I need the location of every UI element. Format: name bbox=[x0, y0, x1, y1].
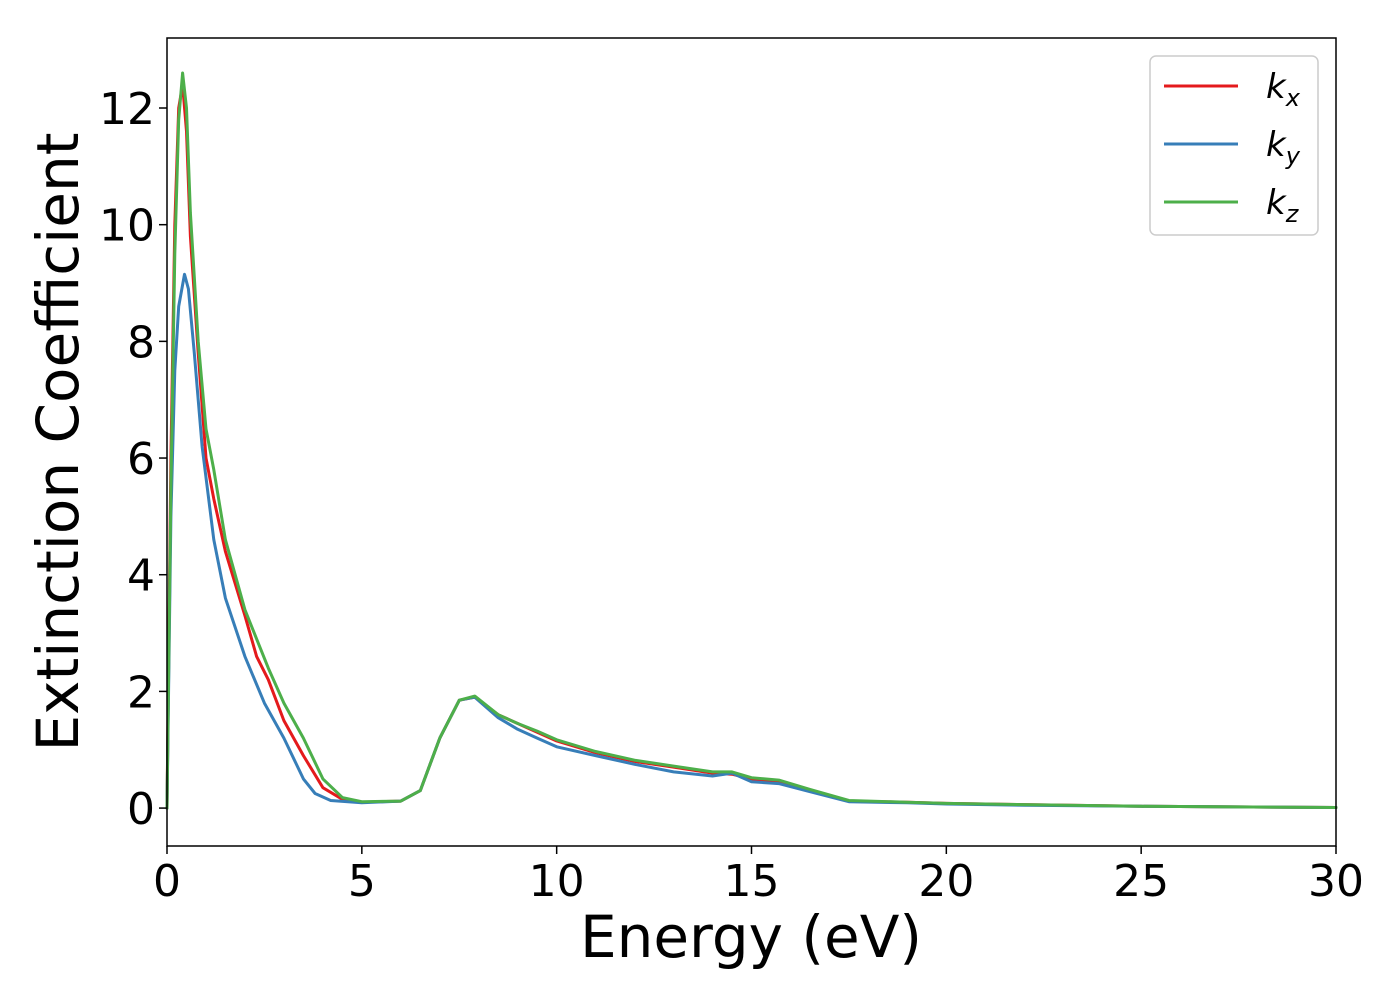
y-axis-label: Extinction Coefficient bbox=[24, 133, 92, 752]
x-tick-label: 0 bbox=[153, 856, 181, 907]
y-tick-label: 2 bbox=[127, 667, 155, 718]
x-tick-label: 25 bbox=[1113, 856, 1169, 907]
x-tick-label: 20 bbox=[918, 856, 974, 907]
x-tick-label: 30 bbox=[1308, 856, 1364, 907]
y-tick-label: 8 bbox=[127, 317, 155, 368]
x-axis-ticks: 0 5 10 15 20 25 30 bbox=[153, 846, 1364, 907]
series-layer bbox=[165, 71, 1338, 810]
y-tick-label: 12 bbox=[99, 84, 155, 135]
x-tick-label: 5 bbox=[348, 856, 376, 907]
series-line-y bbox=[165, 272, 1338, 810]
y-tick-label: 6 bbox=[127, 434, 155, 485]
y-axis-ticks: 0 2 4 6 8 10 12 bbox=[99, 84, 167, 835]
series-line-z bbox=[165, 71, 1338, 810]
y-tick-label: 0 bbox=[127, 784, 155, 835]
x-tick-label: 15 bbox=[724, 856, 780, 907]
legend-label-z: kz bbox=[1266, 183, 1300, 228]
x-tick-label: 10 bbox=[529, 856, 585, 907]
y-tick-label: 10 bbox=[99, 201, 155, 252]
x-axis-label: Energy (eV) bbox=[580, 903, 922, 971]
y-tick-label: 4 bbox=[127, 551, 155, 602]
